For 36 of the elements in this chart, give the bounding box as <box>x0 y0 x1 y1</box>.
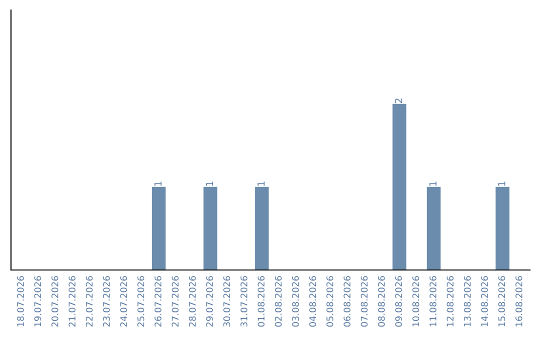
data-label: 2 <box>394 98 402 104</box>
data-label: 1 <box>498 182 506 186</box>
x-tick-label: 11.08.2026 <box>430 276 436 326</box>
data-label: 1 <box>429 182 436 186</box>
x-tick-label: 01.08.2026 <box>258 276 265 327</box>
x-tick-label: 06.08.2026 <box>344 276 350 327</box>
x-tick-label: 08.08.2026 <box>378 276 385 327</box>
x-tick-label: 15.08.2026 <box>498 276 506 326</box>
x-tick-label: 24.07.2026 <box>120 276 128 327</box>
x-tick-label: 12.08.2026 <box>446 276 454 326</box>
x-tick-label: 26.07.2026 <box>154 276 162 327</box>
x-tick-label: 16.08.2026 <box>515 276 522 326</box>
x-tick-label: 09.08.2026 <box>395 276 402 327</box>
x-tick-label: 28.07.2026 <box>188 276 196 327</box>
x-tick-label: 19.07.2026 <box>34 276 42 326</box>
x-tick-label: 14.08.2026 <box>481 276 488 326</box>
x-tick-label: 23.07.2026 <box>103 276 110 327</box>
x-tick-label: 30.07.2026 <box>223 276 230 327</box>
x-tick-label: 10.08.2026 <box>412 276 420 326</box>
x-tick-label: 07.08.2026 <box>360 276 368 327</box>
x-tick-label: 03.08.2026 <box>292 276 299 327</box>
x-tick-label: 27.07.2026 <box>172 276 179 327</box>
x-tick-label: 22.07.2026 <box>86 276 93 327</box>
x-tick-label: 20.07.2026 <box>51 276 58 327</box>
x-tick-label: 21.07.2026 <box>68 276 76 327</box>
data-label: 1 <box>206 182 214 186</box>
x-tick-label: 02.08.2026 <box>274 276 282 327</box>
x-tick-label: 05.08.2026 <box>326 276 334 327</box>
x-tick-label: 29.07.2026 <box>206 276 213 327</box>
x-tick-label: 25.07.2026 <box>137 276 144 327</box>
x-tick-label: 13.08.2026 <box>464 276 471 326</box>
data-label: 1 <box>258 182 265 186</box>
x-tick-label: 31.07.2026 <box>240 276 248 327</box>
x-tick-label: 18.07.2026 <box>17 276 24 326</box>
x-tick-label: 04.08.2026 <box>309 276 316 327</box>
data-label: 1 <box>154 182 162 186</box>
